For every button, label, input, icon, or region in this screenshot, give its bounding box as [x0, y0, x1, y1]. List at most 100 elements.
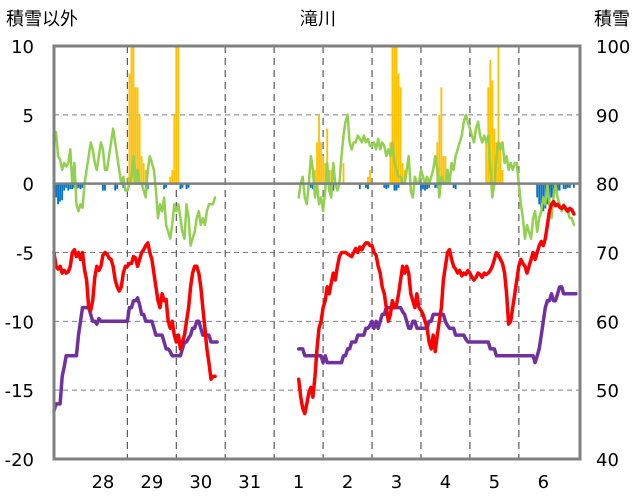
negative-bar-43	[426, 183, 429, 190]
negative-bar-41	[422, 183, 424, 190]
purple-series-line-0	[52, 296, 219, 413]
negative-bar-63	[566, 183, 569, 188]
snowfall-bar-8	[142, 163, 145, 184]
plot-frame	[52, 44, 582, 461]
snowfall-bar-47	[497, 46, 500, 184]
right-tick-4: 60	[596, 312, 619, 333]
snowfall-bar-44	[491, 80, 494, 184]
negative-bar-23	[179, 183, 182, 190]
right-axis-label: 積雪	[594, 9, 630, 30]
snowfall-bar-21	[326, 128, 329, 184]
x-tick-6: 3	[391, 472, 402, 493]
negative-bar-14	[102, 183, 104, 191]
negative-bar-17	[116, 183, 119, 190]
x-tick-1: 29	[140, 472, 163, 493]
negative-bar-35	[385, 183, 388, 190]
snowfall-bar-5	[136, 87, 139, 184]
negative-bar-56	[550, 183, 553, 198]
negative-bar-33	[367, 183, 369, 190]
left-tick-4: -10	[5, 312, 34, 333]
negative-bar-45	[434, 183, 437, 188]
left-axis-label: 積雪以外	[6, 9, 78, 30]
snowfall-bar-43	[489, 59, 492, 184]
x-tick-2: 30	[189, 472, 212, 493]
snowfall-bar-1	[128, 73, 131, 184]
negative-bar-7	[69, 183, 72, 190]
snowfall-bar-16	[316, 142, 318, 184]
negative-bar-34	[383, 183, 386, 188]
negative-bar-37	[393, 183, 396, 191]
x-tick-8: 5	[489, 472, 500, 493]
left-tick-6: -20	[5, 450, 34, 471]
right-tick-2: 80	[596, 175, 619, 196]
negative-bar-6	[67, 183, 70, 191]
right-tick-1: 90	[596, 106, 619, 127]
negative-bar-26	[187, 183, 190, 188]
snowfall-bar-17	[318, 114, 320, 184]
snowfall-bar-49	[501, 169, 504, 184]
x-tick-9: 6	[538, 472, 549, 493]
negative-bar-12	[79, 183, 82, 190]
horizontal-gridlines	[54, 114, 580, 391]
snowfall-bar-27	[389, 142, 392, 184]
negative-bar-65	[572, 183, 575, 188]
snowfall-bar-39	[444, 156, 447, 184]
snowfall-bar-2	[130, 46, 133, 184]
negative-bar-44	[428, 183, 431, 188]
negative-bar-30	[332, 183, 335, 191]
negative-bar-0	[55, 183, 57, 198]
negative-bar-16	[114, 183, 117, 191]
snowfall-bar-36	[438, 114, 441, 184]
negative-bar-50	[538, 183, 541, 205]
snowfall-bar-18	[320, 142, 322, 184]
snowfall-bar-30	[395, 46, 398, 184]
snowfall-bar-13	[175, 46, 178, 184]
negative-bar-18	[122, 183, 125, 188]
snowfall-bar-26	[369, 169, 371, 184]
snowfall-bar-9	[144, 169, 147, 184]
snowfall-bar-28	[391, 46, 394, 184]
x-tick-5: 2	[342, 472, 353, 493]
snowfall-bar-29	[393, 46, 396, 184]
snowfall-bar-14	[177, 46, 180, 184]
x-tick-labels: 28 29 30 31 1 2 3 4 5 6	[91, 472, 549, 493]
right-tick-0: 100	[596, 37, 630, 58]
x-tick-4: 1	[293, 472, 304, 493]
negative-bar-47	[452, 183, 455, 188]
snowfall-bar-0	[127, 176, 130, 184]
right-tick-6: 40	[596, 450, 619, 471]
negative-bar-27	[309, 183, 312, 188]
negative-bar-62	[564, 183, 567, 190]
left-tick-2: 0	[23, 175, 34, 196]
negative-bar-42	[424, 183, 426, 191]
snowfall-bar-48	[499, 142, 502, 184]
negative-bar-61	[562, 183, 565, 190]
negative-bar-49	[536, 183, 539, 198]
snowfall-bar-19	[322, 156, 325, 184]
left-tick-3: -5	[16, 244, 34, 265]
right-tick-3: 70	[596, 244, 619, 265]
negative-bar-24	[181, 183, 184, 188]
left-tick-labels: 10 5 0 -5 -10 -15 -20	[5, 37, 34, 471]
purple-series-line-1	[296, 285, 578, 365]
left-tick-5: -15	[5, 381, 34, 402]
snowfall-bar-10	[169, 176, 172, 184]
negative-bar-25	[185, 183, 188, 190]
negative-bar-40	[420, 183, 422, 191]
snowfall-bar-41	[485, 142, 488, 184]
negative-bar-36	[387, 183, 390, 188]
negative-bar-11	[77, 183, 80, 188]
left-tick-0: 10	[11, 37, 34, 58]
snowfall-bar-24	[342, 163, 345, 184]
negative-bar-38	[395, 183, 398, 191]
snowfall-bar-3	[132, 46, 135, 184]
negative-bar-5	[65, 183, 68, 188]
snowfall-bar-31	[397, 73, 400, 184]
series-lines	[52, 113, 578, 416]
negative-bar-2	[59, 183, 62, 202]
negative-bar-60	[558, 183, 561, 191]
snowfall-bar-15	[314, 169, 316, 184]
negative-bar-1	[57, 183, 59, 205]
negative-bar-59	[556, 183, 559, 191]
